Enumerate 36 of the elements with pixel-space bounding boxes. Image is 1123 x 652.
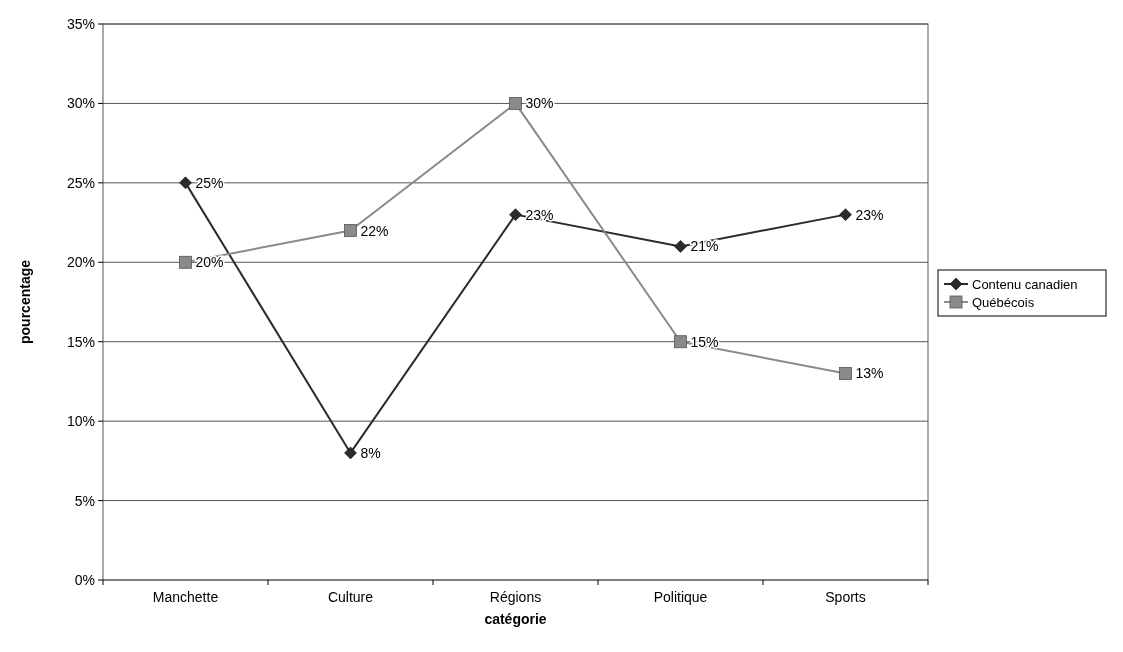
data-label: 22% (360, 222, 389, 239)
data-label: 23% (525, 206, 554, 223)
x-tick-label: Manchette (152, 589, 219, 605)
data-label: 15% (690, 333, 719, 350)
data-label: 21% (690, 238, 719, 255)
point (839, 208, 852, 221)
y-tick-label: 15% (66, 333, 95, 350)
point (344, 224, 357, 237)
point (839, 367, 852, 380)
x-tick-label: Régions (489, 589, 542, 605)
x-tick-label: Culture (327, 589, 374, 605)
point (344, 446, 357, 460)
data-label: 8% (360, 444, 381, 461)
y-tick-label: 30% (66, 95, 95, 112)
y-tick-label: 20% (66, 254, 95, 271)
y-tick-label: 25% (66, 174, 95, 191)
data-label: 23% (855, 206, 884, 223)
point (674, 240, 687, 253)
point (179, 176, 192, 190)
y-tick-label: 0% (74, 572, 95, 588)
y-tick-label: 10% (66, 413, 95, 430)
y-axis-title: pourcentage (17, 259, 33, 345)
data-label: 20% (195, 254, 224, 271)
y-tick-label: 5% (74, 492, 95, 509)
data-label: 13% (855, 365, 884, 382)
x-tick-label: Sports (825, 589, 866, 605)
x-tick-label: Politique (653, 589, 708, 605)
point (674, 335, 687, 349)
point (509, 208, 522, 221)
legend-label: Contenu canadien (972, 277, 1078, 292)
y-tick-label: 35% (66, 16, 95, 32)
x-axis-title: catégorie (484, 611, 547, 627)
point (179, 255, 192, 269)
data-label: 25% (195, 174, 224, 191)
legend-label: Québécois (972, 295, 1035, 310)
point (509, 97, 522, 110)
